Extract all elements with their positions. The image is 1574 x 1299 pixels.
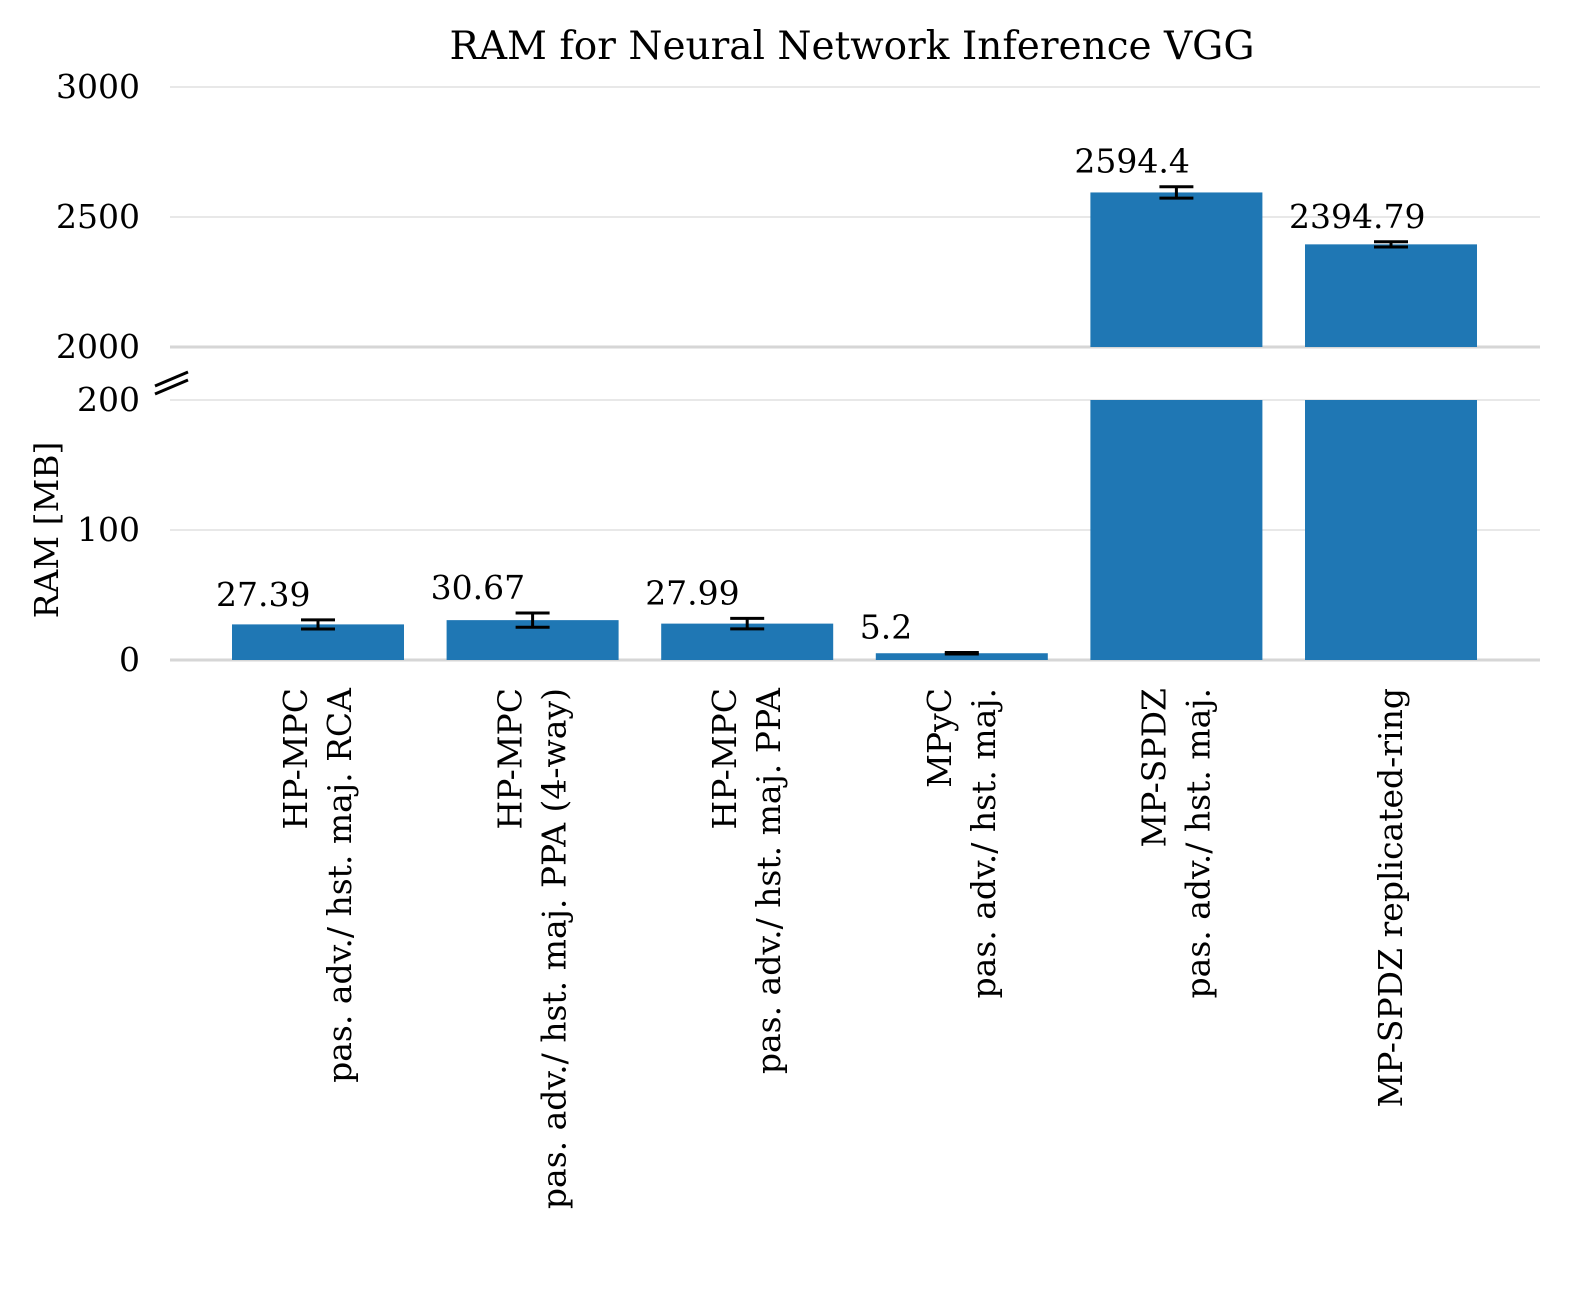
x-tick-label-line: HP-MPC	[276, 688, 315, 830]
y-tick-label: 200	[77, 380, 140, 419]
y-axis-label: RAM [MB]	[27, 442, 66, 619]
x-tick-label-line: HP-MPC	[705, 688, 744, 830]
axis-break-line	[154, 370, 189, 388]
data-label: 5.2	[860, 607, 912, 646]
data-label: 2594.4	[1074, 142, 1189, 181]
data-labels: 27.39 30.67 27.99 5.2 2594.4 2394.79	[216, 142, 1425, 647]
y-tick-label: 2000	[56, 327, 140, 366]
x-tick-label: HP-MPC pas. adv./ hst. maj. PPA (4-way)	[491, 688, 574, 1209]
axis-break-marker	[154, 370, 189, 396]
x-tick-label-line: pas. adv./ hst. maj. RCA	[320, 687, 359, 1083]
bars	[232, 192, 1477, 660]
x-tick-label-line: pas. adv./ hst. maj.	[1178, 688, 1217, 998]
x-tick-label-line: MP-SPDZ replicated-ring	[1371, 688, 1410, 1108]
data-label: 27.39	[216, 575, 310, 614]
y-tick-label: 0	[119, 640, 140, 679]
x-tick-label: HP-MPC pas. adv./ hst. maj. PPA	[705, 687, 788, 1074]
data-label: 27.99	[645, 573, 739, 612]
chart-title: RAM for Neural Network Inference VGG	[450, 24, 1255, 69]
data-label: 30.67	[431, 568, 525, 607]
x-tick-label-line: pas. adv./ hst. maj.	[964, 688, 1003, 998]
bar	[1090, 192, 1263, 347]
x-tick-label: MP-SPDZ replicated-ring	[1371, 688, 1410, 1108]
bar	[875, 653, 1048, 660]
x-tick-label: MPyC pas. adv./ hst. maj.	[920, 688, 1003, 998]
axis-break-line	[154, 378, 189, 396]
x-tick-label-line: MPyC	[920, 688, 959, 788]
x-tick-label-line: MP-SPDZ	[1134, 688, 1173, 848]
bar-segment-lower	[1090, 400, 1263, 660]
y-tick-labels: 0 100 200 2000 2500 3000	[56, 67, 140, 679]
bar-segment-lower	[1305, 400, 1477, 660]
error-bars	[301, 185, 1408, 656]
x-tick-label: MP-SPDZ pas. adv./ hst. maj.	[1134, 688, 1217, 998]
y-tick-label: 2500	[56, 197, 140, 236]
bar	[1305, 244, 1477, 347]
y-tick-label: 100	[77, 510, 140, 549]
x-tick-label-line: pas. adv./ hst. maj. PPA	[749, 687, 788, 1074]
x-tick-label-line: HP-MPC	[491, 688, 530, 830]
x-tick-label: HP-MPC pas. adv./ hst. maj. RCA	[276, 687, 359, 1083]
data-label: 2394.79	[1289, 197, 1425, 236]
y-tick-label: 3000	[56, 67, 140, 106]
x-tick-label-line: pas. adv./ hst. maj. PPA (4-way)	[535, 688, 574, 1209]
x-tick-labels: HP-MPC pas. adv./ hst. maj. RCA HP-MPC pas.…	[276, 687, 1410, 1209]
